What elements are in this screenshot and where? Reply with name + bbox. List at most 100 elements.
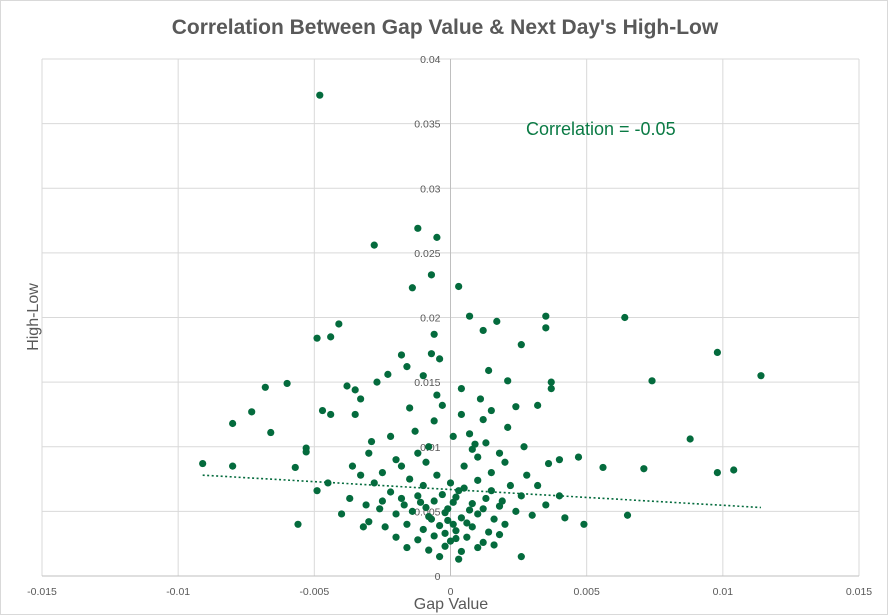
data-point [460,462,468,470]
data-point [498,497,506,505]
data-point [495,449,504,457]
data-point [261,383,269,391]
x-tick-label: -0.005 [299,586,329,598]
data-point [490,515,498,523]
data-point [370,479,378,487]
data-point [449,498,457,506]
data-point [357,395,365,403]
data-point [378,497,387,505]
data-point [482,439,490,447]
data-point [542,324,550,332]
data-point [730,466,738,474]
data-point [267,428,275,437]
data-point [359,523,367,531]
data-point [229,462,237,470]
data-point [686,435,694,443]
y-tick-label: 0.02 [420,313,441,325]
data-point [378,469,387,477]
data-point [523,471,531,479]
data-point [517,553,525,561]
data-point [455,487,463,495]
data-point [621,313,629,322]
data-point [465,430,474,438]
data-point [365,449,373,457]
data-point [444,516,452,525]
data-point [373,378,381,386]
data-point [422,458,430,466]
data-point [465,312,474,320]
data-point [406,404,414,412]
data-point [474,453,482,461]
data-point [457,514,465,522]
data-point [438,401,446,409]
data-point [528,511,536,519]
data-point [555,492,564,500]
data-point [446,479,455,487]
data-point [534,481,542,490]
data-point [397,351,406,359]
data-point [479,538,487,546]
data-point [346,494,354,503]
x-tick-label: 0.015 [846,586,872,598]
data-point [501,458,509,466]
correlation-annotation: Correlation = -0.05 [526,119,676,139]
data-point [386,432,395,441]
chart-title: Correlation Between Gap Value & Next Day… [172,16,719,39]
data-point [441,542,449,550]
data-point [468,445,476,453]
x-tick-label: -0.015 [27,586,57,598]
data-point [599,463,607,472]
y-axis-title: High-Low [25,283,42,351]
data-point [422,503,430,512]
data-point [436,521,444,530]
data-point [294,520,302,528]
data-point [414,224,422,232]
data-point [517,492,525,500]
data-point [318,406,327,415]
data-point [430,532,438,540]
data-point [534,401,542,409]
data-point [474,543,482,552]
data-point [430,497,438,505]
x-axis-title: Gap Value [414,596,489,613]
data-point [386,488,395,496]
data-points [199,91,765,563]
y-tick-label: 0.04 [420,54,441,66]
data-point [351,410,359,419]
data-point [335,320,343,328]
data-point [397,494,406,503]
data-point [455,282,463,291]
data-point [479,416,487,424]
data-point [449,432,457,441]
data-point [487,406,495,415]
data-point [547,384,555,393]
data-point [542,312,550,320]
data-point [487,469,495,477]
data-point [449,520,457,528]
data-point [479,326,487,335]
y-tick-label: 0.025 [414,248,440,260]
data-point [313,487,321,495]
data-point [425,546,433,554]
data-point [403,543,411,552]
x-tick-label: 0 [448,586,454,598]
data-point [485,528,493,536]
y-tick-label: 0.015 [414,377,440,389]
data-point [414,492,422,500]
data-point [392,456,400,464]
data-point [468,500,476,508]
data-point [337,510,346,518]
data-point [408,507,416,515]
data-point [648,377,656,385]
x-tick-label: 0.005 [574,586,600,598]
data-point [504,423,512,431]
data-point [474,476,482,484]
data-point [348,462,357,470]
data-point [485,366,493,375]
data-point [343,382,351,390]
data-point [392,510,400,518]
trendline [202,474,762,509]
data-point [506,481,515,490]
data-point [427,271,436,279]
data-point [327,333,335,341]
